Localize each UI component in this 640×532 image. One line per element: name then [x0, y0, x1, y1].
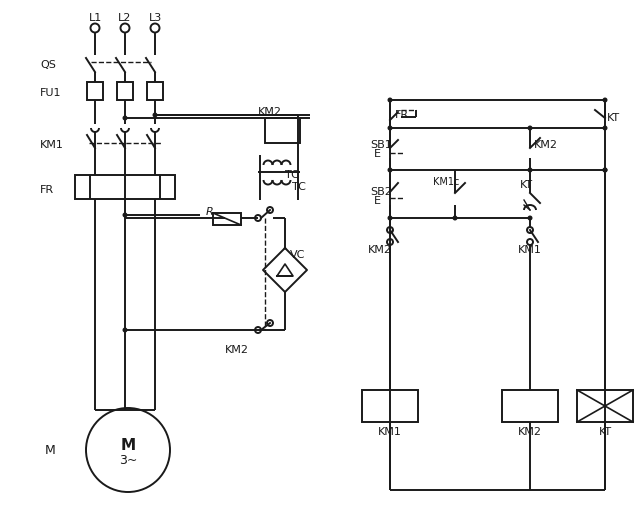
Circle shape [602, 126, 607, 130]
Text: SB2: SB2 [370, 187, 392, 197]
Circle shape [602, 168, 607, 172]
Circle shape [527, 126, 532, 130]
Text: KM1: KM1 [518, 245, 542, 255]
Text: E: E [374, 149, 381, 159]
Bar [502, 390, 558, 422]
Circle shape [602, 168, 607, 172]
Circle shape [602, 97, 607, 103]
Circle shape [387, 168, 392, 172]
Text: M: M [120, 437, 136, 453]
Text: QS: QS [40, 60, 56, 70]
Bar [577, 390, 633, 422]
Circle shape [387, 215, 392, 220]
Circle shape [86, 408, 170, 492]
Text: L1: L1 [88, 13, 102, 23]
Text: 3~: 3~ [119, 453, 137, 467]
Text: KM2: KM2 [258, 107, 282, 117]
Text: L2: L2 [118, 13, 132, 23]
Bar [265, 118, 300, 143]
Text: KT: KT [598, 427, 612, 437]
Bar [362, 390, 418, 422]
Bar [117, 82, 133, 100]
Text: KM2: KM2 [534, 140, 558, 150]
Bar [213, 213, 241, 225]
Text: KM2: KM2 [518, 427, 542, 437]
Text: FU1: FU1 [40, 88, 61, 98]
Bar [75, 175, 175, 199]
Text: KM1c: KM1c [433, 177, 460, 187]
Text: KT: KT [520, 180, 533, 190]
Bar [87, 82, 103, 100]
Bar [147, 82, 163, 100]
Text: VC: VC [290, 250, 305, 260]
Text: E: E [374, 196, 381, 206]
Text: TC: TC [292, 182, 306, 192]
Text: KM1: KM1 [40, 140, 64, 150]
Text: M: M [45, 444, 56, 456]
Text: R: R [206, 207, 214, 217]
Text: FR: FR [395, 110, 409, 120]
Text: FR: FR [40, 185, 54, 195]
Text: KM1: KM1 [378, 427, 402, 437]
Text: L3: L3 [148, 13, 162, 23]
Circle shape [387, 126, 392, 130]
Text: KM2: KM2 [225, 345, 249, 355]
Circle shape [122, 115, 127, 121]
Circle shape [527, 215, 532, 220]
Circle shape [527, 168, 532, 172]
Circle shape [152, 112, 157, 118]
Circle shape [452, 215, 458, 220]
Text: KT: KT [607, 113, 620, 123]
Text: SB1: SB1 [370, 140, 392, 150]
Circle shape [122, 328, 127, 332]
Circle shape [122, 212, 127, 218]
Text: TC: TC [285, 170, 299, 180]
Text: KM2: KM2 [368, 245, 392, 255]
Circle shape [387, 97, 392, 103]
